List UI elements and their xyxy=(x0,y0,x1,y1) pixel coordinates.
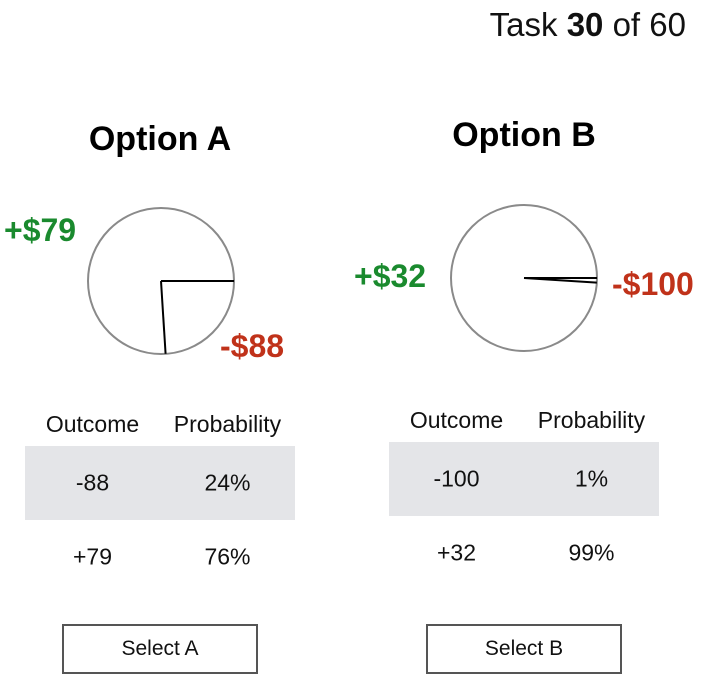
option-b-table-header: Outcome Probability xyxy=(389,396,659,442)
option-b-pie-boundary-2 xyxy=(523,277,597,284)
task-of: of xyxy=(612,6,641,43)
option-b-header-outcome: Outcome xyxy=(409,407,504,433)
task-total: 60 xyxy=(649,6,686,43)
task-prefix: Task xyxy=(489,6,558,43)
option-a-pie-boundary-2 xyxy=(160,280,167,354)
select-b-button[interactable]: Select B xyxy=(426,624,622,674)
option-b-pie-svg xyxy=(450,204,598,352)
option-a-panel: Option A +$79 -$88 Outcome Probability -… xyxy=(4,0,310,676)
option-b-pie xyxy=(449,203,599,353)
option-a-loss-label: -$88 xyxy=(220,328,285,364)
option-a-header-probability: Probability xyxy=(173,411,282,437)
option-b-panel: Option B +$32 -$100 Outcome Probability … xyxy=(354,0,694,676)
outcome-cell: -88 xyxy=(75,469,110,496)
probability-cell: 76% xyxy=(204,543,251,570)
outcome-cell: -100 xyxy=(433,465,480,492)
outcome-cell: +32 xyxy=(436,539,476,566)
option-a-pie-svg xyxy=(87,207,235,355)
probability-cell: 24% xyxy=(204,469,251,496)
table-row: -100 1% xyxy=(389,442,659,516)
option-b-table: Outcome Probability -100 1% +32 99% xyxy=(389,396,659,590)
select-a-button[interactable]: Select A xyxy=(62,624,258,674)
table-row: +32 99% xyxy=(389,516,659,590)
option-a-title: Option A xyxy=(88,120,232,158)
option-b-loss-label: -$100 xyxy=(612,266,694,302)
task-current: 30 xyxy=(566,6,604,43)
table-row: -88 24% xyxy=(25,446,295,520)
outcome-cell: +79 xyxy=(72,543,112,570)
probability-cell: 1% xyxy=(574,465,609,492)
probability-cell: 99% xyxy=(568,539,615,566)
option-a-gain-label: +$79 xyxy=(4,212,77,248)
option-b-header-probability: Probability xyxy=(537,407,646,433)
option-a-pie xyxy=(86,206,236,356)
table-row: +79 76% xyxy=(25,520,295,594)
option-a-header-outcome: Outcome xyxy=(45,411,140,437)
option-b-title: Option B xyxy=(452,116,596,154)
option-a-table-header: Outcome Probability xyxy=(25,400,295,446)
option-a-table: Outcome Probability -88 24% +79 76% xyxy=(25,400,295,594)
option-b-gain-label: +$32 xyxy=(354,258,427,294)
task-counter: Task 30 of 60 xyxy=(490,6,686,44)
